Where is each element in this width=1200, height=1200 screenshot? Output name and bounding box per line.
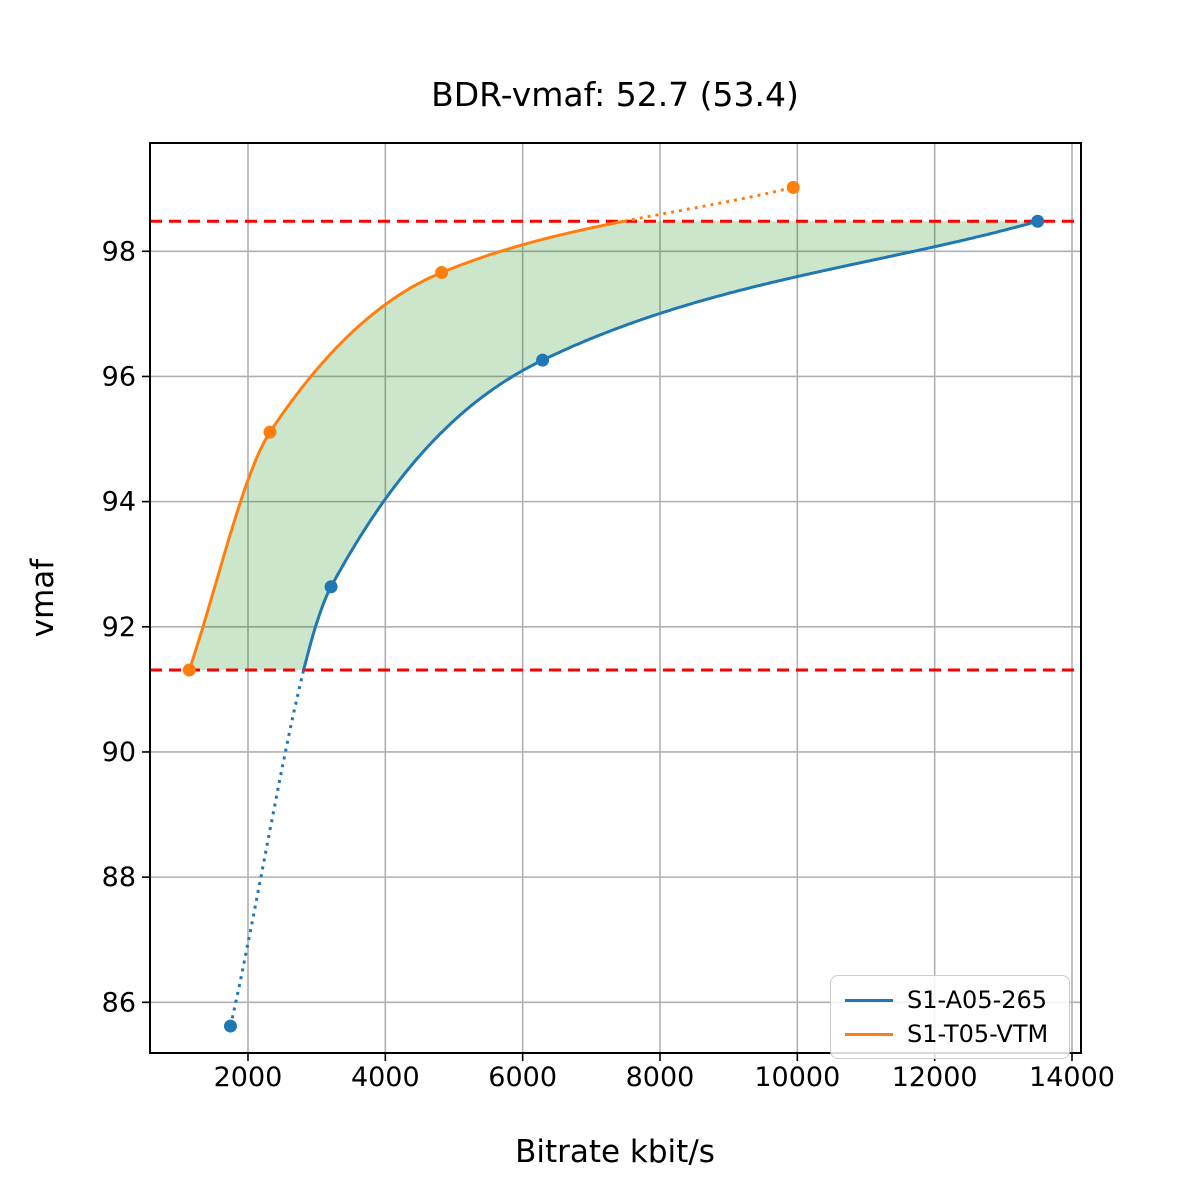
svg-text:10000: 10000: [754, 1062, 840, 1093]
svg-text:88: 88: [102, 862, 136, 893]
svg-text:92: 92: [102, 612, 136, 643]
x-axis-label: Bitrate kbit/s: [515, 1134, 715, 1170]
legend-label: S1-T05-VTM: [907, 1020, 1049, 1048]
svg-text:4000: 4000: [351, 1062, 420, 1093]
svg-text:98: 98: [102, 236, 136, 267]
svg-text:12000: 12000: [892, 1062, 978, 1093]
legend-line-icon: [845, 998, 893, 1002]
legend-label: S1-A05-265: [907, 986, 1048, 1014]
svg-text:90: 90: [102, 737, 136, 768]
svg-text:14000: 14000: [1029, 1062, 1115, 1093]
legend-item: S1-T05-VTM: [845, 1020, 1061, 1048]
svg-text:8000: 8000: [626, 1062, 695, 1093]
svg-text:94: 94: [102, 487, 136, 518]
chart-title: BDR-vmaf: 52.7 (53.4): [431, 75, 799, 114]
svg-text:86: 86: [102, 987, 136, 1018]
legend-item: S1-A05-265: [845, 986, 1061, 1014]
legend: S1-A05-265 S1-T05-VTM: [830, 975, 1070, 1059]
svg-text:6000: 6000: [488, 1062, 557, 1093]
svg-text:96: 96: [102, 361, 136, 392]
y-axis-label: vmaf: [25, 558, 61, 638]
svg-text:2000: 2000: [214, 1062, 283, 1093]
legend-line-icon: [845, 1032, 893, 1036]
